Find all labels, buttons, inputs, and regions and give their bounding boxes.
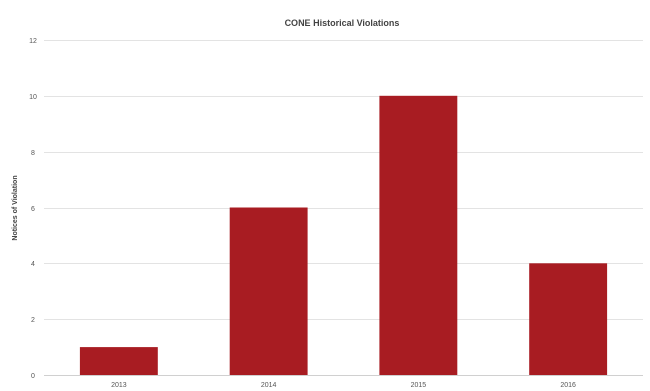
x-tick-label: 2014 — [261, 382, 277, 389]
bar-2015 — [379, 95, 458, 376]
bar-2014 — [229, 207, 308, 375]
y-tick-label: 2 — [31, 317, 35, 324]
bar-2013 — [79, 347, 158, 375]
y-tick-label: 12 — [29, 38, 37, 45]
y-axis-ticks: 0 2 4 6 8 10 12 — [29, 38, 37, 380]
y-tick-label: 6 — [31, 206, 35, 213]
bars — [79, 95, 608, 376]
x-tick-label: 2013 — [111, 382, 127, 389]
y-tick-label: 8 — [31, 150, 35, 157]
x-tick-label: 2016 — [560, 382, 576, 389]
x-tick-label: 2015 — [411, 382, 427, 389]
y-tick-label: 0 — [31, 373, 35, 380]
y-tick-label: 10 — [29, 94, 37, 101]
bar-2016 — [529, 263, 608, 375]
x-axis-ticks: 2013 2014 2015 2016 — [111, 382, 576, 389]
chart-title: CONE Historical Violations — [285, 18, 400, 28]
gridlines — [44, 40, 643, 376]
y-axis-label: Notices of Violation — [12, 175, 19, 240]
y-tick-label: 4 — [31, 261, 35, 268]
